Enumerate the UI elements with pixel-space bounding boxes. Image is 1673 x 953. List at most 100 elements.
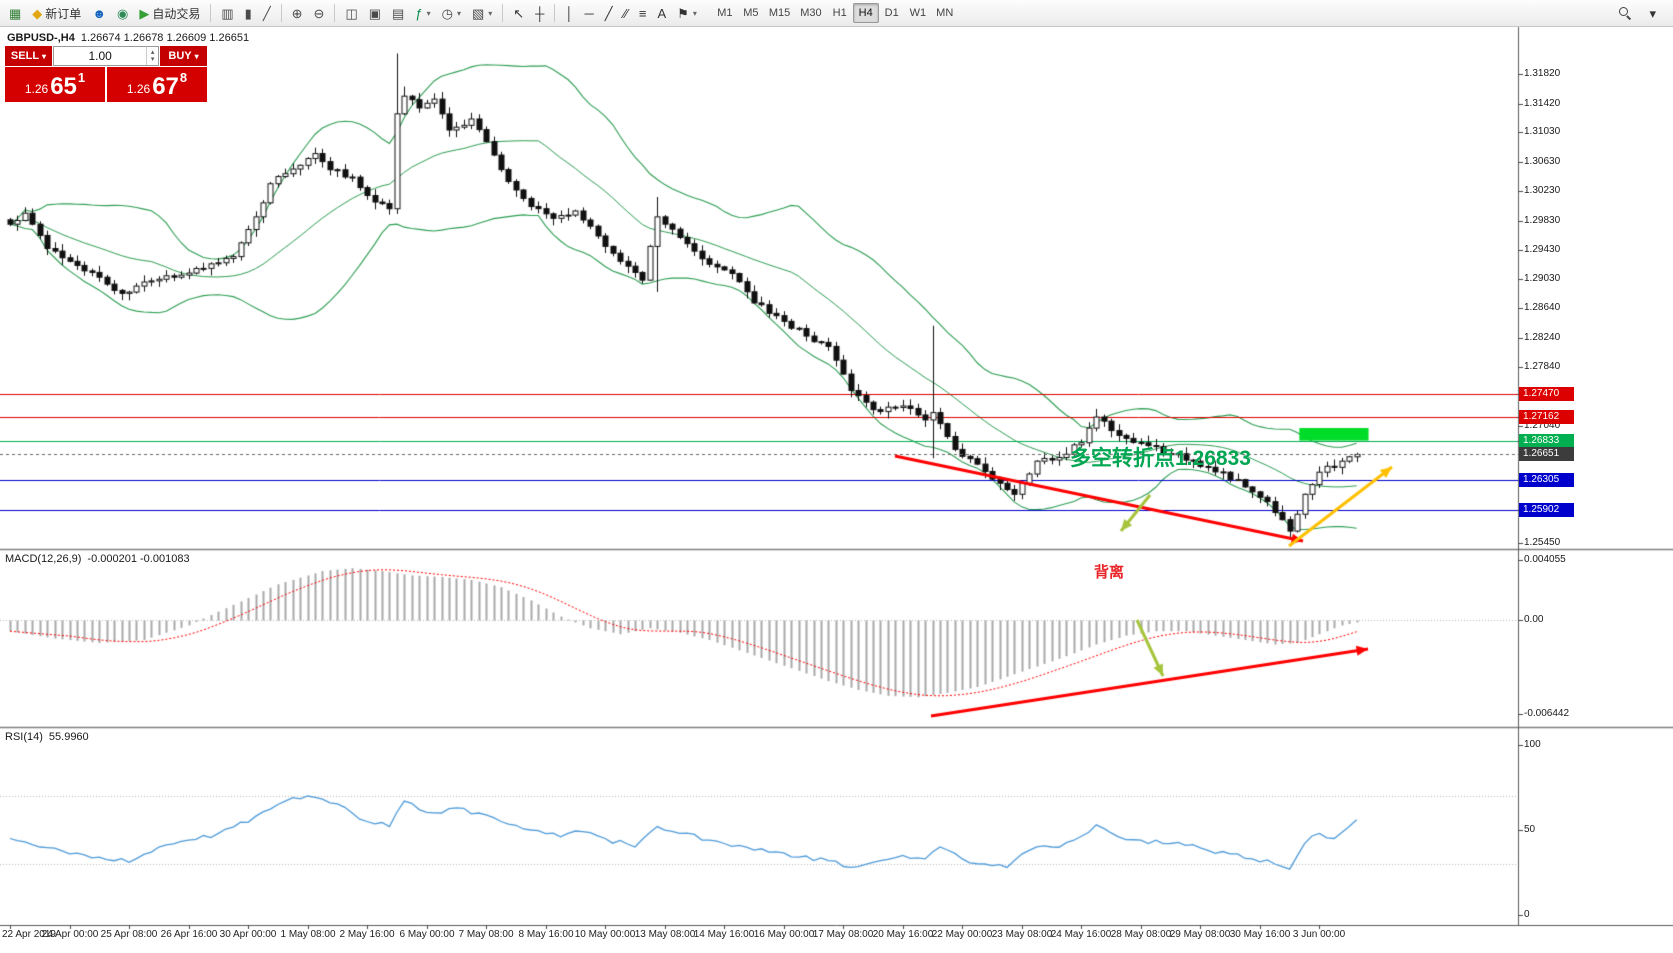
window-list-button[interactable]: ▤ — [387, 2, 409, 24]
new-order-button[interactable]: ◆ 新订单 — [27, 2, 86, 24]
timeframe-mn-button[interactable]: MN — [936, 7, 954, 19]
search-icon — [1619, 7, 1631, 19]
price-axis-label: 1.29430 — [1524, 243, 1561, 255]
text-label-button[interactable]: A — [653, 2, 672, 24]
date-axis-label: 28 May 08:00 — [1110, 929, 1172, 940]
horizontal-line-icon: ─ — [584, 5, 594, 21]
buy-button[interactable]: BUY ▾ — [160, 46, 207, 66]
fibonacci-retracement-icon: ≡ — [638, 5, 647, 21]
buy-price-sup: 8 — [179, 70, 188, 85]
fibonacci-retracement-button[interactable]: ≡ — [634, 2, 652, 24]
timeframe-m30-button[interactable]: M30 — [800, 7, 822, 19]
sell-price-panel[interactable]: 1.26 65 1 — [5, 67, 105, 102]
candlestick-chart-button[interactable]: ▮ — [240, 2, 257, 24]
date-axis-label: 30 Apr 00:00 — [219, 929, 277, 940]
date-axis-label: 30 May 16:00 — [1229, 929, 1291, 940]
timeframe-h4-button[interactable]: H4 — [852, 3, 879, 23]
price-axis-label: 1.27040 — [1524, 419, 1561, 431]
rsi-scale-label: 50 — [1524, 824, 1536, 835]
line-chart-button[interactable]: ╱ — [258, 2, 276, 24]
vertical-line-icon: │ — [565, 5, 574, 21]
templates-button[interactable]: ▧ ▾ — [467, 2, 497, 24]
templates-dropdown-icon[interactable]: ▾ — [488, 8, 493, 18]
indicators-icon: ƒ — [415, 5, 423, 21]
volume-down-icon[interactable]: ▾ — [150, 56, 155, 63]
autotrading-button[interactable]: ▶ 自动交易 — [134, 2, 205, 24]
date-axis-label: 24 Apr 00:00 — [41, 929, 99, 940]
tile-windows-button[interactable]: ◫ — [340, 2, 362, 24]
timeframe-h1-button[interactable]: H1 — [832, 7, 847, 19]
date-axis-label: 25 Apr 08:00 — [100, 929, 158, 940]
toolbar-overflow-button[interactable]: ▾ — [1644, 2, 1661, 24]
sell-button[interactable]: SELL ▾ — [5, 46, 52, 66]
periods-button[interactable]: ◷ ▾ — [437, 2, 466, 24]
turning-point-annotation[interactable]: 多空转折点1.26833 — [1070, 447, 1251, 470]
timeframe-w1-button[interactable]: W1 — [909, 7, 927, 19]
zoom-in-button[interactable]: ⊕ — [287, 2, 308, 24]
market-watch-button[interactable]: ☻ — [87, 2, 111, 24]
date-axis-label: 26 Apr 16:00 — [160, 929, 218, 940]
date-axis-label: 13 May 08:00 — [634, 929, 696, 940]
sell-price-digits: 65 — [50, 73, 77, 100]
sell-dropdown-icon[interactable]: ▾ — [42, 51, 47, 61]
buy-button-label: BUY — [168, 50, 192, 62]
macd-scale-label: -0.006442 — [1524, 708, 1570, 719]
timeframe-m15-button[interactable]: M15 — [768, 7, 791, 19]
arrow-objects-dropdown-icon[interactable]: ▾ — [692, 8, 697, 18]
volume-stepper[interactable]: ▴ ▾ — [146, 47, 158, 65]
date-axis-label: 6 May 00:00 — [399, 929, 455, 940]
line-chart-icon: ╱ — [262, 5, 271, 21]
buy-price-digits: 67 — [152, 73, 179, 100]
volume-field: ▴ ▾ — [53, 46, 159, 66]
price-level-tag: 1.25902 — [1519, 502, 1574, 517]
horizontal-line-button[interactable]: ─ — [580, 2, 599, 24]
chart-header: GBPUSD-,H4 1.26674 1.26678 1.26609 1.2665… — [7, 32, 249, 44]
date-axis-label: 29 May 08:00 — [1169, 929, 1231, 940]
zoom-out-button[interactable]: ⊖ — [309, 2, 330, 24]
macd-indicator-values: -0.000201 -0.001083 — [87, 553, 190, 565]
macd-indicator-name: MACD(12,26,9) — [5, 553, 82, 565]
crosshair-button[interactable]: ┼ — [530, 2, 549, 24]
price-axis-label: 1.27840 — [1524, 360, 1561, 372]
data-window-button[interactable]: ◉ — [112, 2, 133, 24]
bar-chart-button[interactable]: ▥ — [216, 2, 238, 24]
indicators-button[interactable]: ƒ ▾ — [410, 2, 435, 24]
divergence-annotation[interactable]: 背离 — [1094, 564, 1125, 581]
trendline-button[interactable]: ╱ — [600, 2, 618, 24]
vertical-line-button[interactable]: │ — [560, 2, 578, 24]
price-axis-label: 1.31820 — [1524, 68, 1561, 80]
price-axis-label: 1.29830 — [1524, 214, 1561, 226]
toolbar: ▦ ◆ 新订单 ☻ ◉ ▶ 自动交易 ▥ ▮ ╱ ⊕ ⊖ ◫ ▣ ▤ ƒ ▾ ◷ ▾ ▧ ▾ ↖ ┼ │ ─ ╱ ∕∕ ≡ A ⚑ ▾ M1… — [0, 0, 1673, 27]
tile-windows-icon: ◫ — [345, 5, 358, 21]
timeframe-m1-button[interactable]: M1 — [717, 7, 733, 19]
new-chart-button[interactable]: ▦ — [4, 2, 26, 24]
new-chart-icon: ▦ — [9, 5, 22, 21]
rsi-scale-label: 0 — [1524, 909, 1530, 920]
sell-button-label: SELL — [10, 50, 40, 62]
timeframe-m5-button[interactable]: M5 — [743, 7, 759, 19]
zoom-in-icon: ⊕ — [291, 5, 303, 21]
cursor-icon: ↖ — [513, 5, 525, 21]
periods-dropdown-icon[interactable]: ▾ — [456, 8, 461, 18]
arrow-objects-button[interactable]: ⚑ ▾ — [672, 2, 702, 24]
date-axis-label: 7 May 08:00 — [458, 929, 514, 940]
date-axis-label: 23 May 08:00 — [991, 929, 1053, 940]
date-axis-label: 24 May 16:00 — [1050, 929, 1112, 940]
indicators-dropdown-icon[interactable]: ▾ — [426, 8, 431, 18]
one-click-top-row: SELL▾ ▴ ▾ BUY▾ — [5, 46, 207, 66]
cursor-button[interactable]: ↖ — [508, 2, 529, 24]
equidistant-channel-button[interactable]: ∕∕ — [619, 2, 633, 24]
buy-dropdown-icon[interactable]: ▾ — [194, 51, 199, 61]
volume-up-icon[interactable]: ▴ — [150, 49, 155, 56]
price-level-tag: 1.27470 — [1519, 387, 1574, 402]
volume-input[interactable] — [54, 47, 147, 65]
search-button[interactable] — [1614, 2, 1636, 24]
buy-price-panel[interactable]: 1.26 67 8 — [107, 67, 207, 102]
new-window-button[interactable]: ▣ — [364, 2, 386, 24]
macd-scale-label: 0.004055 — [1524, 554, 1566, 565]
price-level-tag: 1.26833 — [1519, 434, 1574, 449]
timeframe-d1-button[interactable]: D1 — [884, 7, 899, 19]
toolbar-right: ▾ — [1614, 2, 1669, 24]
